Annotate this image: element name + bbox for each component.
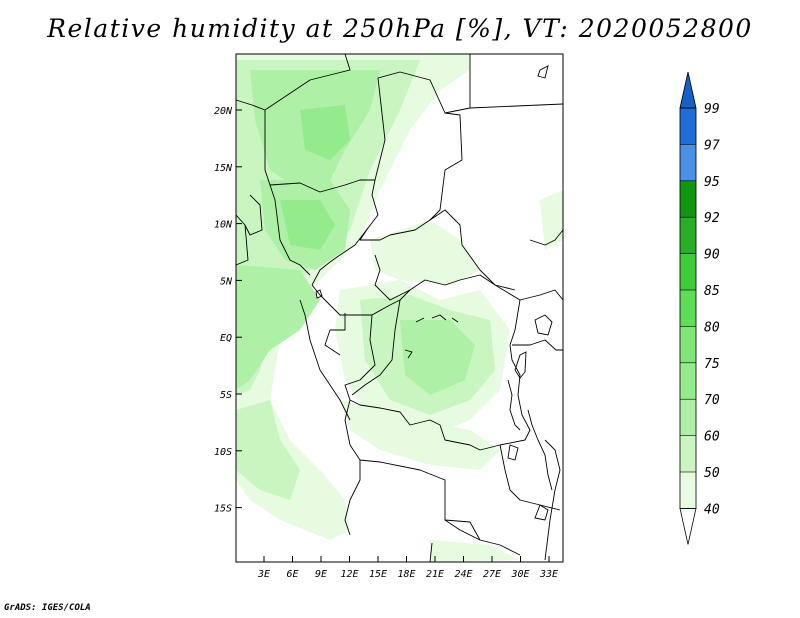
lat-label: 10N (214, 220, 233, 231)
colorbar-segment (680, 180, 696, 218)
colorbar-label: 85 (704, 284, 720, 299)
lon-label: 9E (315, 569, 327, 580)
map-title: Relative humidity at 250hPa [%], VT: 202… (47, 14, 753, 43)
colorbar-label: 90 (704, 248, 720, 263)
lon-label: 27E (483, 569, 501, 580)
longitude-labels: 3E 6E 9E 12E 15E 18E 21E 24E 27E 30E 33E (257, 556, 558, 580)
lon-label: 30E (510, 569, 529, 580)
colorbar-segment (680, 399, 696, 436)
lon-label: 21E (426, 569, 444, 580)
colorbar-segment (680, 290, 696, 327)
water-bodies (315, 65, 553, 521)
lat-label: 20N (214, 106, 233, 117)
colorbar-segment (679, 508, 697, 545)
colorbar-segment (680, 435, 696, 472)
software-credit: GrADS: IGES/COLA (4, 603, 91, 613)
lat-label: 5S (220, 390, 232, 401)
colorbar-label: 97 (704, 138, 720, 153)
colorbar: 40 50 60 70 75 80 85 90 92 95 97 99 (679, 71, 720, 545)
lat-label: EQ (220, 333, 232, 344)
lon-label: 12E (340, 569, 358, 580)
colorbar-segment (679, 71, 697, 109)
lat-label: 10S (214, 447, 232, 458)
colorbar-segment (680, 217, 696, 254)
lon-label: 15E (369, 569, 387, 580)
lat-label: 5N (220, 276, 233, 287)
lon-label: 33E (539, 569, 558, 580)
colorbar-segment (680, 362, 696, 400)
humidity-shading (236, 54, 563, 562)
lat-label: 15N (214, 163, 233, 174)
lon-label: 6E (286, 569, 298, 580)
colorbar-segment (680, 108, 696, 145)
colorbar-label: 92 (704, 211, 720, 226)
lat-label: 15S (214, 504, 232, 515)
colorbar-segment (680, 253, 696, 290)
colorbar-label: 50 (704, 466, 720, 481)
colorbar-segment (680, 472, 696, 509)
colorbar-segment (680, 326, 696, 363)
colorbar-label: 95 (704, 175, 720, 190)
colorbar-label: 70 (704, 393, 720, 408)
colorbar-label: 40 (704, 502, 720, 517)
colorbar-label: 99 (704, 102, 720, 117)
colorbar-label: 80 (704, 320, 720, 335)
country-borders (235, 53, 564, 563)
lon-label: 3E (257, 569, 270, 580)
colorbar-label: 60 (704, 430, 720, 445)
latitude-labels: 20N 15N 10N 5N EQ 5S 10S 15S (214, 106, 242, 515)
lon-label: 18E (397, 569, 415, 580)
colorbar-label: 75 (704, 357, 720, 372)
map-frame (235, 53, 564, 563)
lon-label: 24E (454, 569, 472, 580)
colorbar-segment (680, 144, 696, 181)
